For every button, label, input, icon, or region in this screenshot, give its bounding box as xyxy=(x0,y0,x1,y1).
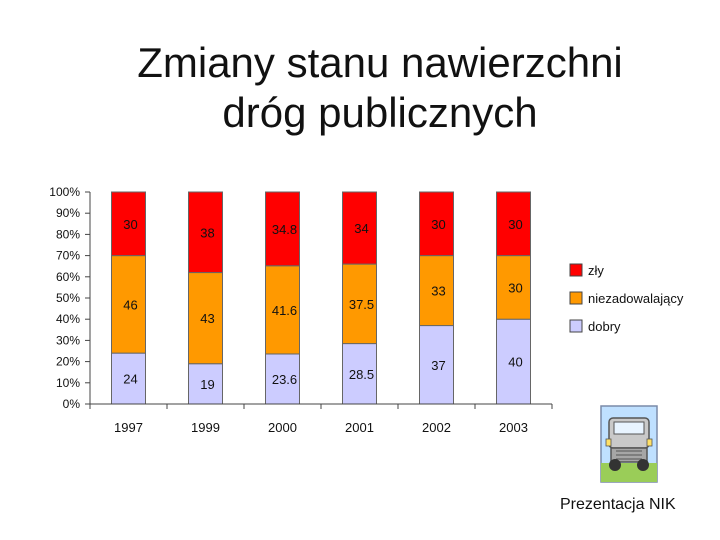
bar-segment-dobry-2003 xyxy=(496,318,531,405)
y-tick-label-10: 10% xyxy=(56,376,80,390)
legend-swatch-zły xyxy=(569,263,583,277)
y-tick-label-40: 40% xyxy=(56,312,80,326)
data-label-zły-1997: 30 xyxy=(123,217,137,232)
data-label-niezadowalający-2001: 37.5 xyxy=(349,297,374,312)
bar-segment-zły-2002 xyxy=(419,191,454,257)
data-label-zły-2003: 30 xyxy=(508,217,522,232)
data-label-niezadowalający-2003: 30 xyxy=(508,280,522,295)
x-tick-label-1999: 1999 xyxy=(191,420,220,435)
y-tick-label-80: 80% xyxy=(56,227,80,241)
legend-swatch-niezadowalający xyxy=(569,291,583,305)
x-tick-label-1997: 1997 xyxy=(114,420,143,435)
data-label-niezadowalający-1999: 43 xyxy=(200,311,214,326)
bar-segment-zły-1999 xyxy=(188,191,223,274)
bar-segment-niezadowalający-2002 xyxy=(419,255,454,327)
data-label-zły-1999: 38 xyxy=(200,225,214,240)
data-label-zły-2000: 34.8 xyxy=(272,222,297,237)
y-tick-label-30: 30% xyxy=(56,333,80,347)
data-label-dobry-2003: 40 xyxy=(508,355,522,370)
y-tick-label-20: 20% xyxy=(56,355,80,369)
legend-label-zły: zły xyxy=(588,263,604,278)
bar-segment-dobry-2002 xyxy=(419,325,454,405)
bar-segment-niezadowalający-2003 xyxy=(496,255,531,320)
bar-segment-niezadowalający-2001 xyxy=(342,263,377,345)
footer-text: Prezentacja NIK xyxy=(560,496,676,513)
data-label-dobry-1997: 24 xyxy=(123,372,137,387)
bar-segment-zły-2001 xyxy=(342,191,377,265)
bar-segment-zły-1997 xyxy=(111,191,146,257)
chart-title-line-1: Zmiany stanu nawierzchni xyxy=(137,39,623,86)
truck-icon xyxy=(600,405,658,483)
y-tick-label-60: 60% xyxy=(56,270,80,284)
bar-segment-zły-2000 xyxy=(265,191,300,267)
data-label-niezadowalający-2002: 33 xyxy=(431,284,445,299)
data-label-zły-2002: 30 xyxy=(431,217,445,232)
legend-swatch-dobry xyxy=(569,319,583,333)
data-label-niezadowalający-1997: 46 xyxy=(123,297,137,312)
y-tick-label-100: 100% xyxy=(49,185,80,199)
data-label-dobry-2001: 28.5 xyxy=(349,367,374,382)
x-tick-label-2002: 2002 xyxy=(422,420,451,435)
legend-label-niezadowalający: niezadowalający xyxy=(588,291,684,306)
legend-label-dobry: dobry xyxy=(588,319,621,334)
data-label-zły-2001: 34 xyxy=(354,221,368,236)
y-tick-label-70: 70% xyxy=(56,249,80,263)
bar-segment-niezadowalający-1999 xyxy=(188,272,223,365)
chart-title: Zmiany stanu nawierzchni dróg publicznyc… xyxy=(0,38,720,138)
y-tick-label-0: 0% xyxy=(63,397,81,411)
data-label-dobry-2002: 37 xyxy=(431,358,445,373)
bar-segment-dobry-1999 xyxy=(188,363,223,405)
data-label-dobry-2000: 23.6 xyxy=(272,372,297,387)
data-label-niezadowalający-2000: 41.6 xyxy=(272,303,297,318)
y-tick-label-50: 50% xyxy=(56,291,80,305)
bar-segment-niezadowalający-1997 xyxy=(111,255,146,354)
bar-segment-niezadowalający-2000 xyxy=(265,265,300,355)
data-label-dobry-1999: 19 xyxy=(200,377,214,392)
x-tick-label-2000: 2000 xyxy=(268,420,297,435)
bar-segment-zły-2003 xyxy=(496,191,531,257)
chart-title-line-2: dróg publicznych xyxy=(222,89,538,136)
x-tick-label-2001: 2001 xyxy=(345,420,374,435)
y-tick-label-90: 90% xyxy=(56,206,80,220)
x-tick-label-2003: 2003 xyxy=(499,420,528,435)
